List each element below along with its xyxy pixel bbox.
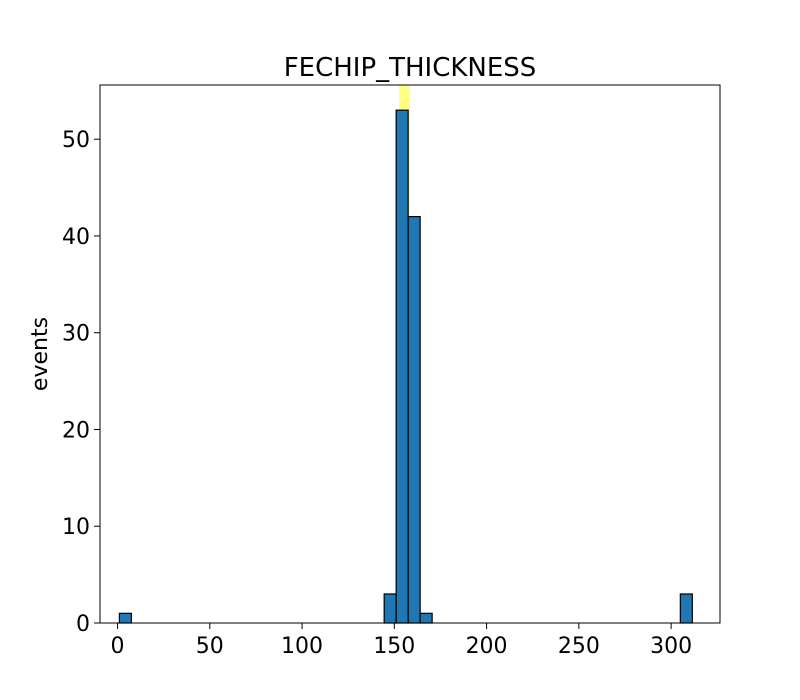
plot-frame — [99, 84, 721, 624]
histogram-bar — [419, 612, 433, 624]
histogram-bar — [395, 109, 409, 624]
y-axis-label: events — [28, 317, 53, 391]
histogram-bar — [383, 593, 397, 624]
y-tick-label: 50 — [62, 128, 90, 153]
histogram-bar — [679, 593, 693, 624]
y-tick-label: 0 — [76, 612, 90, 637]
histogram-bar — [407, 215, 421, 624]
y-axis: 0 10 20 30 40 50 — [62, 128, 100, 637]
y-tick-label: 20 — [62, 418, 90, 443]
x-tick-label: 300 — [650, 634, 692, 659]
x-tick-label: 150 — [373, 634, 415, 659]
bars-layer — [118, 109, 693, 624]
y-tick-label: 30 — [62, 322, 90, 347]
x-tick-label: 100 — [281, 634, 323, 659]
x-tick-label: 200 — [466, 634, 508, 659]
x-axis: 0 50 100 150 200 250 300 — [111, 623, 692, 659]
histogram-bar — [118, 612, 132, 624]
x-tick-label: 250 — [558, 634, 600, 659]
chart-title: FECHIP_THICKNESS — [284, 53, 537, 83]
x-tick-label: 50 — [196, 634, 224, 659]
y-tick-label: 10 — [62, 515, 90, 540]
y-tick-label: 40 — [62, 225, 90, 250]
x-tick-label: 0 — [111, 634, 125, 659]
